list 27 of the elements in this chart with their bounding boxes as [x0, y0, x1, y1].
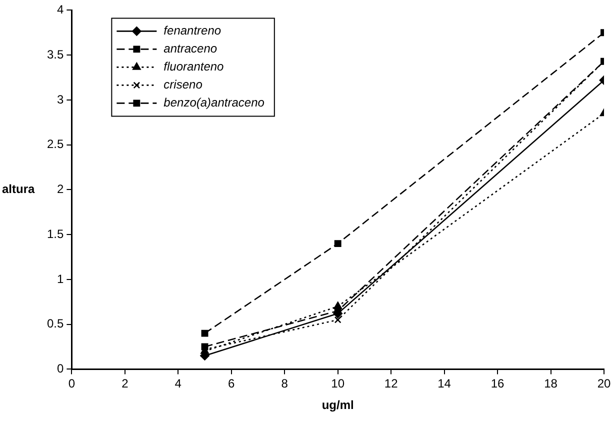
- x-tick-label: 16: [490, 376, 505, 391]
- y-tick-label: 4: [56, 2, 64, 17]
- y-tick-label: 0.5: [46, 316, 64, 331]
- x-tick-label: 2: [122, 376, 129, 391]
- legend-label: fluoranteno: [164, 60, 224, 74]
- y-tick-label: 3.5: [46, 47, 64, 62]
- x-tick-label: 0: [68, 376, 76, 391]
- x-tick-label: 6: [228, 376, 236, 391]
- legend-label: criseno: [164, 78, 203, 92]
- x-tick-label: 12: [384, 376, 398, 391]
- x-tick-label: 14: [438, 376, 452, 391]
- legend-label: fenantreno: [164, 24, 222, 38]
- y-tick-label: 1.5: [46, 226, 64, 241]
- y-tick-label: 1: [56, 272, 64, 286]
- y-tick-label: 2: [56, 182, 64, 196]
- x-tick-label: 20: [597, 376, 611, 391]
- legend-label: benzo(a)antraceno: [164, 96, 265, 110]
- x-tick-label: 18: [544, 376, 558, 391]
- x-tick-label: 10: [331, 376, 345, 391]
- y-tick-label: 3: [56, 92, 64, 106]
- y-tick-label: 0: [56, 362, 64, 376]
- y-axis-title: altura: [2, 182, 36, 196]
- legend-label: antraceno: [164, 42, 218, 56]
- x-axis-title: ug/ml: [322, 398, 354, 412]
- y-tick-label: 2.5: [46, 137, 64, 152]
- x-tick-label: 4: [174, 376, 182, 391]
- x-tick-label: 8: [281, 376, 288, 391]
